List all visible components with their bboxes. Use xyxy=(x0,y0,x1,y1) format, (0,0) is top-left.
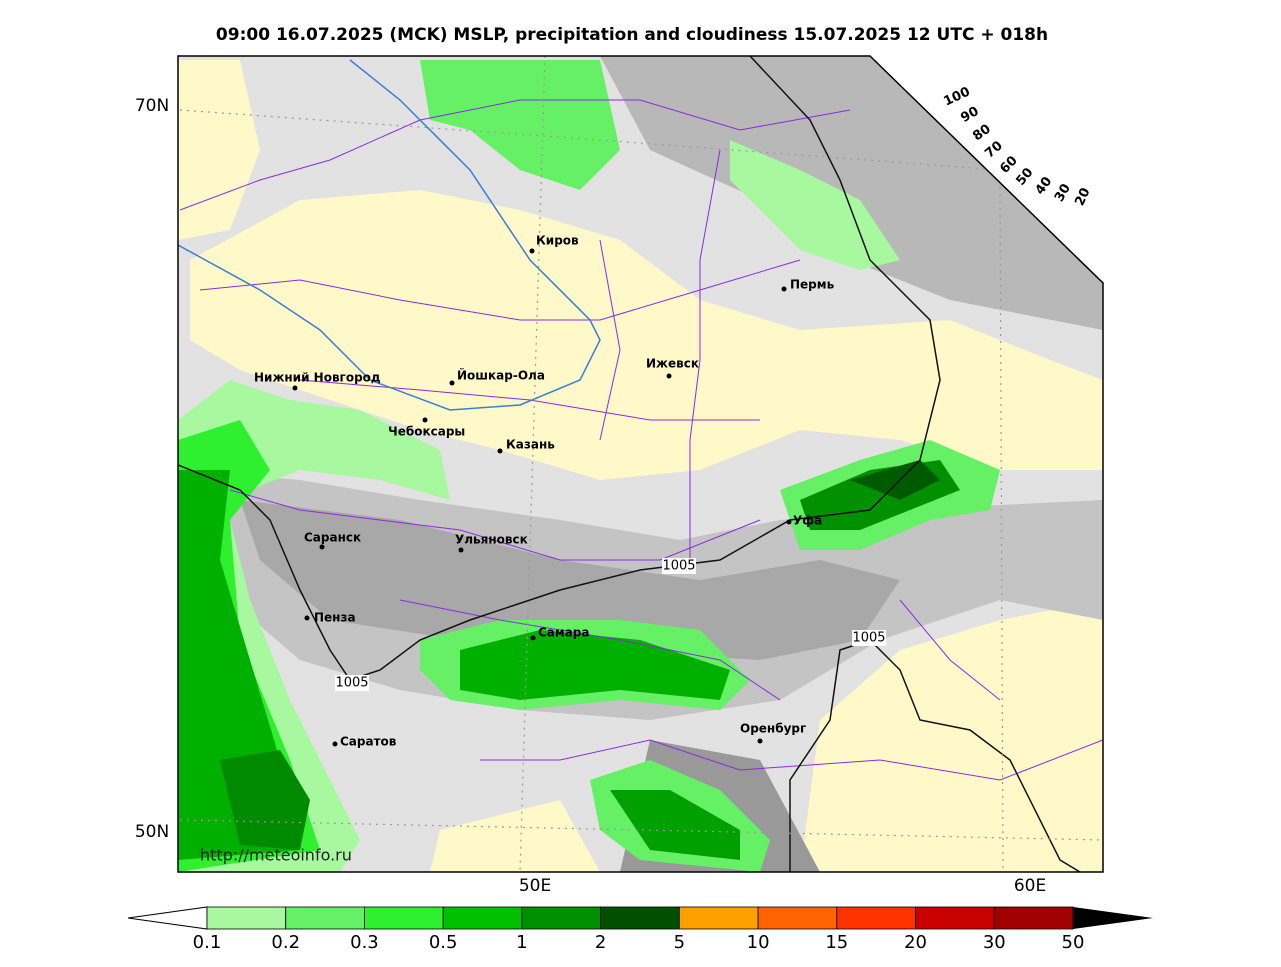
cloud-scale-fan xyxy=(970,65,1103,180)
cloud-scale-label: 50 xyxy=(1013,165,1036,189)
cloud-scale-label: 70 xyxy=(982,138,1006,161)
lon-label: 60E xyxy=(1014,876,1046,896)
city-label: Пенза xyxy=(314,611,356,625)
city-dot xyxy=(292,385,298,391)
legend-label: 15 xyxy=(825,932,848,953)
city-dot xyxy=(666,373,672,379)
isobar-label-bg xyxy=(852,630,886,646)
city-label: Оренбург xyxy=(740,722,806,736)
city-label: Ульяновск xyxy=(455,533,528,547)
city-dot xyxy=(458,547,464,553)
legend-label: 50 xyxy=(1062,932,1085,953)
city-dot xyxy=(319,544,325,550)
city-label: Саратов xyxy=(340,735,397,749)
city-label: Нижний Новгород xyxy=(254,371,381,385)
legend-label: 10 xyxy=(747,932,770,953)
legend-label: 1 xyxy=(516,932,527,953)
city-dot xyxy=(449,380,455,386)
city-label: Саранск xyxy=(304,531,361,545)
legend-swatch xyxy=(206,906,287,930)
city-dot xyxy=(529,248,535,254)
city-dot xyxy=(781,286,787,292)
cloud-scale-label: 30 xyxy=(1052,181,1074,204)
legend-swatch xyxy=(521,906,602,930)
cities: Киров Пермь Ижевск Нижний Новгород Йошкар-Ол… xyxy=(254,234,835,749)
lat-label: 50N xyxy=(135,822,169,842)
city-label: Самара xyxy=(538,626,590,640)
city-dot xyxy=(757,738,763,744)
legend-label: 0.1 xyxy=(193,932,222,953)
legend-label: 30 xyxy=(983,932,1006,953)
city-label: Уфа xyxy=(793,514,822,528)
cloud-scale-label: 80 xyxy=(970,122,993,145)
city-label: Йошкар-Ола xyxy=(457,368,545,383)
credit: http://meteoinfo.ru xyxy=(200,846,352,865)
legend-label: 0.2 xyxy=(271,932,300,953)
city-label: Ижевск xyxy=(646,357,699,371)
legend-label: 2 xyxy=(595,932,606,953)
cloud-scale-label: 90 xyxy=(958,104,981,126)
legend-swatch xyxy=(993,906,1074,930)
city-label: Киров xyxy=(536,234,579,248)
city-dot xyxy=(304,615,310,621)
legend-swatch xyxy=(364,906,444,930)
cloud-scale-label: 20 xyxy=(1072,186,1093,209)
city-dot xyxy=(497,448,503,454)
lat-label: 70N xyxy=(135,96,169,116)
map-area xyxy=(178,56,1103,872)
legend-swatch xyxy=(757,906,838,930)
city-label: Казань xyxy=(506,438,555,452)
isobar-label: 1005 xyxy=(852,631,885,646)
isobar-label-bg xyxy=(335,675,369,691)
lon-label: 50E xyxy=(519,876,551,896)
legend-swatch xyxy=(442,906,523,930)
legend-swatch xyxy=(285,906,365,930)
legend-label: 0.5 xyxy=(429,932,458,953)
precip-legend: 0.1 0.2 0.3 0.5 1 2 5 10 15 20 30 50 xyxy=(127,906,1153,953)
city-dot xyxy=(332,741,338,747)
cloud-scale-label: 40 xyxy=(1033,174,1056,197)
city-label: Пермь xyxy=(790,278,835,292)
city-dot xyxy=(422,417,428,423)
isobar-label: 1005 xyxy=(662,559,695,574)
map-frame xyxy=(177,55,1104,873)
city-dot xyxy=(786,519,792,525)
legend-swatch xyxy=(836,906,916,930)
legend-swatch xyxy=(678,906,759,930)
legend-label: 20 xyxy=(904,932,927,953)
city-dot xyxy=(530,635,536,641)
legend-swatch xyxy=(915,906,995,930)
legend-label: 0.3 xyxy=(350,932,379,953)
isobar-label-bg xyxy=(662,558,696,574)
legend-label: 5 xyxy=(674,932,685,953)
legend-swatch xyxy=(600,906,680,930)
map-title: 09:00 16.07.2025 (MCK) MSLP, precipitati… xyxy=(216,25,1048,45)
city-label: Чебоксары xyxy=(388,425,465,439)
cloud-scale-label: 100 xyxy=(942,84,973,109)
isobar-label: 1005 xyxy=(335,676,368,691)
